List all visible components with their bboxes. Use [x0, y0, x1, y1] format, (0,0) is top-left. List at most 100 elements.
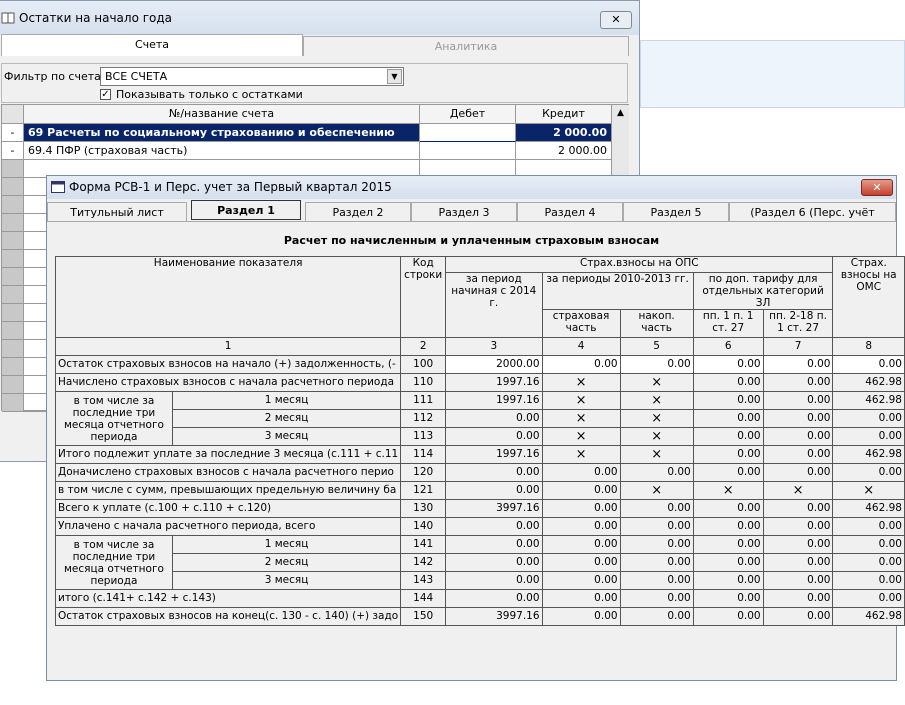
row-header — [2, 304, 24, 322]
tab[interactable]: Раздел 3 — [411, 202, 517, 221]
value-cell: 0.00 — [619, 607, 694, 626]
row-name: Остаток страховых взносов на начало (+) … — [54, 355, 402, 374]
row-name: Остаток страховых взносов на конец(с. 13… — [54, 607, 402, 626]
value-cell: 0.00 — [832, 463, 905, 482]
data-row: итого (с.141+ с.142 + с.143) 144 0.00 0.00 0… — [54, 589, 905, 608]
value-cell: 0.00 — [619, 553, 694, 572]
value-cell: 0.00 — [619, 571, 694, 590]
column-header[interactable]: №/название счета — [24, 105, 420, 124]
header-cell: Страх.взносы на ОПС — [445, 256, 834, 273]
value-cell: 0.00 — [762, 589, 834, 608]
account-name: 69 Расчеты по социальному страхованию и … — [24, 124, 420, 142]
value-cell: 462.98 — [832, 373, 905, 392]
value-cell: 0.00 — [445, 553, 543, 572]
value-cell: 0.00 — [832, 571, 905, 590]
value-cell: 0.00 — [832, 535, 905, 554]
row-code: 112 — [400, 409, 447, 428]
tab[interactable]: Раздел 4 — [517, 202, 623, 221]
window-title: Форма РСВ-1 и Перс. учет за Первый кварт… — [69, 180, 392, 194]
header-cell: Код строки — [400, 256, 447, 338]
value-cell: 0.00 — [445, 571, 543, 590]
value-cell: 462.98 — [832, 607, 905, 626]
value-cell: 0.00 — [762, 391, 834, 410]
value-cell: 0.00 — [541, 355, 621, 374]
value-cell: × — [619, 391, 694, 410]
window-icon — [1, 12, 15, 24]
value-cell: 0.00 — [619, 589, 694, 608]
data-row: Остаток страховых взносов на конец(с. 13… — [54, 607, 905, 626]
value-cell: 0.00 — [762, 463, 834, 482]
value-cell: × — [541, 409, 621, 428]
value-cell: 0.00 — [445, 517, 543, 536]
row-header — [2, 250, 24, 268]
window-title: Остатки на начало года — [19, 11, 173, 25]
tab[interactable]: Раздел 5 — [623, 202, 729, 221]
tab[interactable]: Раздел 1 — [191, 200, 301, 220]
data-row: в том числе с сумм, превышающих предельн… — [54, 481, 905, 500]
row-header — [2, 394, 24, 412]
column-header[interactable]: Кредит — [516, 105, 612, 124]
tab[interactable]: Раздел 2 — [305, 202, 411, 221]
value-cell: 0.00 — [541, 499, 621, 518]
row-header: - — [2, 142, 24, 160]
value-cell: 0.00 — [832, 553, 905, 572]
filter-combo[interactable]: ВСЕ СЧЕТА ▼ — [100, 67, 404, 86]
value-cell: × — [619, 373, 694, 392]
tab[interactable]: Счета — [1, 34, 303, 56]
row-code: 121 — [400, 481, 447, 500]
value-cell: × — [541, 391, 621, 410]
value-cell: 462.98 — [832, 391, 905, 410]
data-row: в том числе за последние три месяца отче… — [55, 535, 905, 590]
grid-corner — [2, 105, 24, 124]
value-cell: 1997.16 — [445, 373, 543, 392]
row-code: 114 — [400, 445, 447, 464]
tab[interactable]: (Раздел 6 (Перс. учёт — [729, 202, 896, 221]
title-bar: Форма РСВ-1 и Перс. учет за Первый кварт… — [47, 176, 896, 199]
section-heading: Расчет по начисленным и уплаченным страх… — [283, 234, 660, 247]
row-header — [2, 322, 24, 340]
debit — [420, 142, 516, 160]
column-number: 8 — [832, 337, 905, 356]
row-code: 111 — [400, 391, 447, 410]
row-code: 144 — [400, 589, 447, 608]
tab[interactable]: Титульный лист — [47, 202, 187, 221]
filter-panel: Фильтр по счетам ВСЕ СЧЕТА ▼ ✓ Показыват… — [1, 63, 628, 103]
row-name: Доначислено страховых взносов с начала р… — [54, 463, 402, 482]
value-cell: × — [619, 427, 694, 446]
row-code: 142 — [400, 553, 447, 572]
value-cell: × — [541, 373, 621, 392]
value-cell: 0.00 — [692, 499, 764, 518]
close-button[interactable]: ✕ — [861, 179, 893, 196]
row-name: Уплачено с начала расчетного периода, вс… — [54, 517, 402, 536]
value-cell: 0.00 — [692, 355, 764, 374]
data-row: Начислено страховых взносов с начала рас… — [54, 373, 905, 392]
column-header[interactable]: Дебет — [420, 105, 516, 124]
value-cell: × — [541, 445, 621, 464]
value-cell: 0.00 — [692, 571, 764, 590]
value-cell: 0.00 — [762, 445, 834, 464]
filter-label: Фильтр по счетам — [4, 70, 110, 83]
value-cell: × — [619, 445, 694, 464]
group-label: в том числе за последние три месяца отче… — [55, 535, 173, 590]
value-cell: 0.00 — [619, 499, 694, 518]
checkbox[interactable]: ✓ — [100, 89, 111, 100]
row-name: Начислено страховых взносов с начала рас… — [54, 373, 402, 392]
value-cell: 0.00 — [619, 535, 694, 554]
row-name: итого (с.141+ с.142 + с.143) — [54, 589, 402, 608]
background-panel — [640, 40, 905, 108]
tab[interactable]: Аналитика — [303, 36, 629, 56]
dropdown-arrow[interactable]: ▼ — [387, 69, 402, 84]
close-button[interactable]: ✕ — [600, 11, 632, 29]
header-cell: Наименование показателя — [54, 256, 402, 338]
checkbox-label: Показывать только с остатками — [116, 88, 303, 101]
value-cell: 0.00 — [541, 517, 621, 536]
row-header — [2, 268, 24, 286]
value-cell: × — [832, 481, 905, 500]
row-name: 2 месяц — [171, 409, 402, 428]
value-cell: 0.00 — [541, 481, 621, 500]
row-header — [2, 160, 24, 178]
rsv-table: Наименование показателя Код строки Страх.в… — [54, 256, 905, 626]
value-cell: 0.00 — [619, 517, 694, 536]
